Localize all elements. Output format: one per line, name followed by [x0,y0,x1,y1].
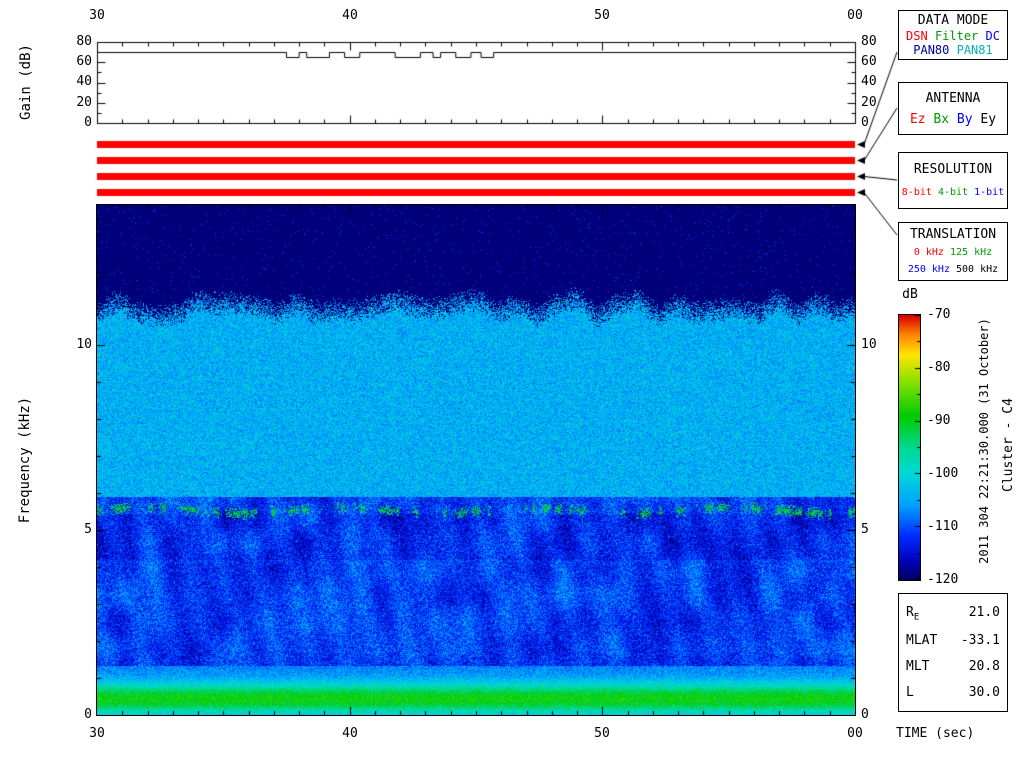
antenna-ey: Ey [980,112,997,128]
time-axis-title: TIME (sec) [896,726,975,741]
freq-tick-label-0-left: 0 [84,707,92,722]
data-mode-title: DATA MODE [917,12,989,28]
gain-tick-label-60-right: 60 [861,54,877,69]
colorbar-tick-label-100: -100 [927,466,959,481]
translation-box: TRANSLATION 0 kHz 125 kHz 250 kHz 500 kH… [898,222,1008,281]
gain-tick-label-20-left: 20 [76,95,92,110]
antenna-row: Ez Bx By Ey [910,113,996,126]
gain-tick-label-80-left: 80 [76,34,92,49]
data-mode-dc: DC [985,28,1000,43]
freq-tick-label-0-right: 0 [861,707,869,722]
datetime-label: 2011 304 22:21:30.000 (31 October) [977,318,991,564]
data-mode-dsn: DSN [906,28,928,43]
gain-tick-label-60-left: 60 [76,54,92,69]
antenna-bx: Bx [933,112,950,128]
ephemeris-value-re: 21.0 [968,604,1000,620]
ephemeris-row: MLT 20.8 [899,659,1007,674]
ephemeris-value-l: 30.0 [968,685,1000,701]
data-mode-row-2: PAN80 PAN81 [913,44,992,57]
antenna-ez: Ez [909,112,926,128]
gain-tick-label-80-right: 80 [861,34,877,49]
ephemeris-label-mlat: MLAT [906,633,938,649]
gain-tick-label-0-right: 0 [861,115,869,130]
freq-tick-label-10-right: 10 [861,337,877,352]
translation-title: TRANSLATION [909,227,997,242]
ephemeris-label-l: L [906,685,914,701]
ephemeris-row: RE 21.0 [899,605,1007,623]
resolution-4bit: 4-bit [937,187,969,198]
antenna-title: ANTENNA [925,90,981,106]
top-axis-tick-label-50: 50 [594,8,610,23]
resolution-box: RESOLUTION 8-bit 4-bit 1-bit [898,152,1008,209]
colorbar-title: dB [902,287,918,302]
bottom-axis-tick-label-50: 50 [594,726,610,741]
top-axis-tick-label-40: 40 [342,8,358,23]
translation-0khz: 0 kHz [913,247,944,258]
data-mode-pan81: PAN81 [956,43,993,58]
colorbar-tick-label-80: -80 [927,360,951,375]
gain-tick-label-0-left: 0 [84,115,92,130]
gain-axis-title: Gain (dB) [18,44,34,120]
translation-500khz: 500 kHz [956,264,999,275]
ephemeris-row: MLAT -33.1 [899,633,1007,648]
translation-250khz: 250 kHz [907,264,950,275]
ephemeris-value-mlat: -33.1 [960,633,1000,649]
colorbar [898,314,921,581]
bottom-axis-tick-label-00: 00 [847,726,863,741]
freq-tick-label-5-left: 5 [84,522,92,537]
frequency-axis-title: Frequency (kHz) [17,396,33,524]
ephemeris-value-mlt: 20.8 [968,659,1000,675]
ephemeris-label-re-sub: E [913,612,920,623]
resolution-title: RESOLUTION [913,162,993,177]
colorbar-tick-label-110: -110 [927,519,959,534]
top-axis-tick-label-00: 00 [847,8,863,23]
ephemeris-row: L 30.0 [899,685,1007,700]
bottom-axis-tick-label-30: 30 [89,726,105,741]
gain-tick-label-20-right: 20 [861,95,877,110]
freq-tick-label-5-right: 5 [861,522,869,537]
data-mode-box: DATA MODE DSN Filter DC PAN80 PAN81 [898,10,1008,60]
ephemeris-label-re-main: R [906,604,914,620]
resolution-1bit: 1-bit [974,187,1005,198]
data-mode-row-1: DSN Filter DC [906,28,1000,43]
translation-row-2: 250 kHz 500 kHz [908,263,998,276]
ephemeris-box: RE 21.0 MLAT -33.1 MLT 20.8 L 30.0 [898,593,1008,712]
ephemeris-label-mlt: MLT [906,659,930,675]
translation-125khz: 125 kHz [949,247,993,258]
data-mode-pan80: PAN80 [913,43,950,58]
bottom-axis-tick-label-40: 40 [342,726,358,741]
spacecraft-label: Cluster - C4 [1001,398,1016,492]
ephemeris-label-re: RE [906,605,919,623]
gain-tick-label-40-left: 40 [76,74,92,89]
colorbar-tick-label-120: -120 [927,572,959,587]
resolution-8bit: 8-bit [901,187,932,198]
gain-tick-label-40-right: 40 [861,74,877,89]
resolution-row: 8-bit 4-bit 1-bit [902,186,1004,199]
data-mode-filter: Filter [934,28,979,43]
antenna-by: By [956,112,973,128]
translation-row-1: 0 kHz 125 kHz [914,246,992,259]
antenna-box: ANTENNA Ez Bx By Ey [898,82,1008,135]
top-axis-tick-label-30: 30 [89,8,105,23]
colorbar-tick-label-70: -70 [927,307,951,322]
colorbar-tick-label-90: -90 [927,413,951,428]
spectrogram-canvas [96,204,856,716]
freq-tick-label-10-left: 10 [76,337,92,352]
colorbar-gradient-canvas [899,315,920,580]
